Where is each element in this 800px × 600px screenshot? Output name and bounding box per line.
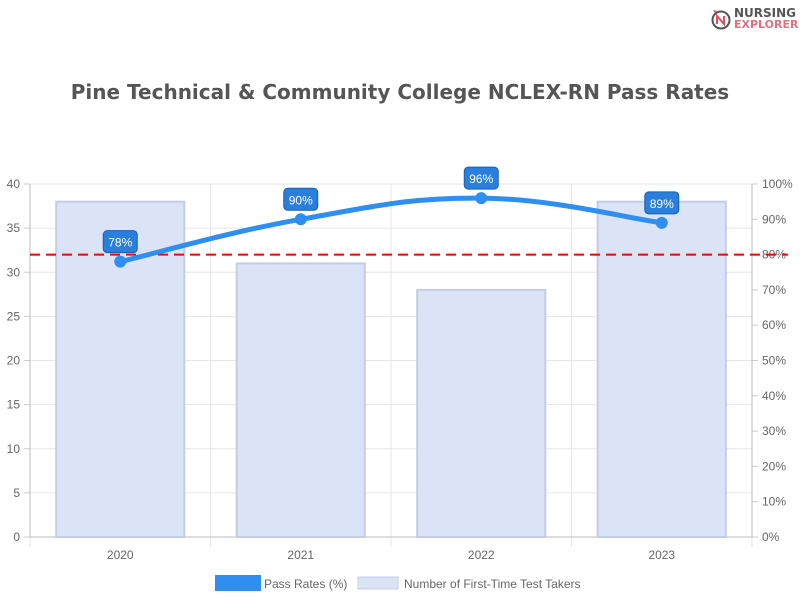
data-label-box [283, 187, 319, 211]
legend-swatch-pass-rates [215, 575, 261, 591]
pass-rate-line [119, 195, 663, 265]
logo-icon [711, 10, 731, 30]
legend-swatch-test-takers [357, 576, 399, 590]
data-label: 78% [108, 236, 132, 250]
right-tick-label: 20% [762, 459, 786, 473]
right-tick-label: 100% [762, 177, 793, 191]
left-tick-label: 5 [13, 486, 20, 500]
pass-rate-point [294, 213, 307, 226]
left-tick-label: 30 [7, 265, 21, 279]
right-tick-label: 60% [762, 318, 786, 332]
left-tick-label: 35 [7, 221, 21, 235]
pass-rate-point [655, 216, 668, 229]
legend-label-pass-rates: Pass Rates (%) [264, 577, 347, 591]
bar-2021 [235, 262, 366, 538]
pass-rate-point [475, 192, 488, 205]
chart-title: Pine Technical & Community College NCLEX… [70, 80, 730, 104]
right-tick-label: 30% [762, 424, 786, 438]
left-tick-label: 40 [7, 177, 21, 191]
data-label: 96% [469, 172, 493, 186]
right-tick-label: 70% [762, 283, 786, 297]
x-tick-label: 2023 [648, 548, 675, 562]
right-tick-label: 40% [762, 389, 786, 403]
nursing-explorer-logo: NURSING EXPLORER [710, 6, 799, 31]
bar-2022 [416, 288, 547, 538]
right-tick-label: 50% [762, 354, 786, 368]
data-label-box [102, 230, 138, 254]
left-tick-label: 10 [7, 442, 21, 456]
x-tick-label: 2022 [468, 548, 495, 562]
bar-2023 [596, 200, 727, 538]
left-tick-label: 25 [7, 309, 21, 323]
x-tick-label: 2020 [107, 548, 134, 562]
legend-label-test-takers: Number of First-Time Test Takers [404, 577, 580, 591]
data-label: 90% [289, 193, 313, 207]
left-tick-label: 15 [7, 398, 21, 412]
data-label-box [644, 191, 680, 215]
data-label-box [463, 166, 499, 190]
logo-line2: EXPLORER [734, 18, 799, 31]
right-tick-label: 90% [762, 212, 786, 226]
x-tick-label: 2021 [287, 548, 314, 562]
pass-rate-point [114, 255, 127, 268]
logo-line1: NURSING [734, 6, 797, 20]
left-tick-label: 0 [13, 530, 20, 544]
data-label: 89% [650, 197, 674, 211]
left-tick-label: 20 [7, 354, 21, 368]
right-tick-label: 0% [762, 530, 780, 544]
right-tick-label: 10% [762, 495, 786, 509]
